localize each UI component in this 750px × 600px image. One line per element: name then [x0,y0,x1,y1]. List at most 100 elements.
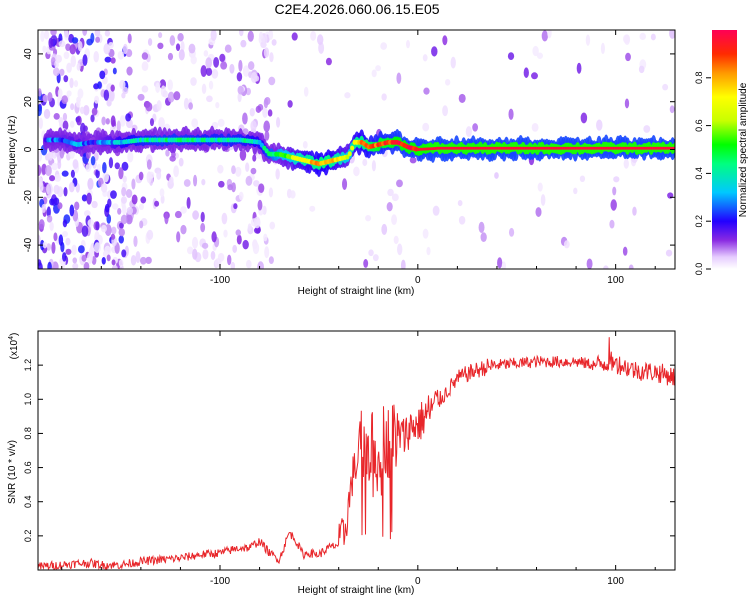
heatmap-noise-cell [126,206,134,215]
heatmap-noise-cell [59,68,65,76]
heatmap-noise-cell [49,175,56,182]
heatmap-noise-cell [180,40,185,52]
heatmap-noise-cell [155,82,161,93]
heatmap-noise-cell [229,63,235,74]
heatmap-noise-cell [86,38,93,46]
heatmap-noise-cell [178,157,184,167]
heatmap-noise-cell [537,182,543,192]
heatmap-noise-cell [55,54,63,63]
heatmap-noise-cell [508,108,514,120]
heatmap-noise-cell [397,243,403,256]
heatmap-noise-cell [63,187,68,197]
heatmap-noise-cell [409,156,417,164]
heatmap-noise-cell [120,214,128,225]
heatmap-noise-cell [167,52,174,61]
snr-series-line [38,337,675,570]
heatmap-noise-cell [118,235,124,244]
heatmap-noise-cell [249,108,255,117]
colorbar-tick-label: 0.2 [694,215,704,228]
heatmap-noise-cell [175,43,181,51]
heatmap-noise-cell [162,90,168,98]
snr-y-multiplier: (x104) [8,333,20,360]
heatmap-noise-cell [563,240,570,249]
heatmap-noise-cell [210,250,216,260]
heatmap-noise-cell [141,52,149,60]
heatmap-noise-cell [624,98,630,109]
heatmap-noise-cell [46,214,53,223]
heatmap-noise-cell [102,171,110,183]
heatmap-noise-cell [53,112,60,120]
heatmap-noise-cell [442,105,448,117]
heatmap-noise-cell [156,100,162,111]
heatmap-noise-cell [208,80,214,90]
heatmap-noise-cell [508,227,515,237]
heatmap-noise-cell [235,229,242,236]
heatmap-noise-cell [227,254,232,266]
colorbar-tick-label: 0.4 [694,167,704,180]
heatmap-noise-cell [585,34,591,46]
heatmap-noise-cell [501,261,507,269]
heatmap-noise-cell [217,118,225,128]
heatmap-noise-cell [61,170,69,177]
heatmap-x-axis-label: Height of straight line (km) [298,286,415,297]
heatmap-noise-cell [38,176,43,188]
heatmap-noise-cell [193,174,198,187]
heatmap-noise-cell [61,95,68,105]
heatmap-noise-cell [117,50,125,60]
heatmap-noise-cell [269,52,274,63]
heatmap-noise-cell [220,61,228,70]
heatmap-noise-cell [235,166,242,177]
heatmap-noise-cell [81,194,88,202]
heatmap-noise-cell [100,183,108,193]
heatmap-noise-cell [51,241,56,254]
heatmap-noise-cell [146,159,152,170]
heatmap-noise-cell [108,42,114,49]
heatmap-noise-cell [494,172,499,179]
heatmap-noise-cell [69,120,75,128]
y-tick-label: 0 [23,146,34,152]
heatmap-noise-cell [426,246,431,256]
heatmap-noise-cell [267,109,273,117]
heatmap-noise-cell [101,116,106,126]
heatmap-noise-cell [47,261,52,269]
heatmap-noise-cell [422,54,428,62]
heatmap-noise-cell [70,103,75,111]
heatmap-noise-cell [221,212,228,225]
heatmap-noise-cell [62,120,69,131]
heatmap-noise-cell [600,42,605,55]
y-tick-label: 0.6 [23,461,33,474]
heatmap-noise-cell [276,117,281,128]
heatmap-noise-cell [622,34,630,44]
heatmap-noise-cell [104,203,110,213]
heatmap-noise-cell [47,91,53,102]
heatmap-noise-cell [147,38,153,46]
heatmap-noise-cell [258,31,264,40]
heatmap-noise-cell [73,80,79,88]
heatmap-noise-cell [573,187,578,195]
heatmap-noise-cell [457,199,463,207]
x-tick-label: 0 [415,275,421,286]
heatmap-noise-cell [42,94,49,103]
heatmap-noise-cell [87,177,94,190]
y-tick-label: -20 [23,190,34,205]
heatmap-noise-cell [365,214,372,222]
heatmap-noise-cell [154,200,160,207]
heatmap-noise-cell [263,97,269,109]
heatmap-noise-cell [186,196,191,209]
heatmap-noise-cell [387,188,394,197]
heatmap-noise-cell [362,158,368,167]
heatmap-noise-cell [215,101,220,109]
heatmap-noise-cell [126,66,133,76]
heatmap-noise-cell [250,120,257,132]
heatmap-noise-cell [130,255,137,266]
heatmap-noise-cell [125,113,132,122]
heatmap-noise-cell [145,102,153,112]
heatmap-noise-cell [82,30,88,36]
heatmap-noise-cell [117,207,122,215]
heatmap-noise-cell [580,112,588,124]
heatmap-noise-cell [353,166,360,177]
heatmap-noise-cell [393,235,399,245]
heatmap-noise-cell [213,57,220,68]
heatmap-noise-cell [58,40,66,48]
figure-title: C2E4.2026.060.06.15.E05 [274,1,439,17]
